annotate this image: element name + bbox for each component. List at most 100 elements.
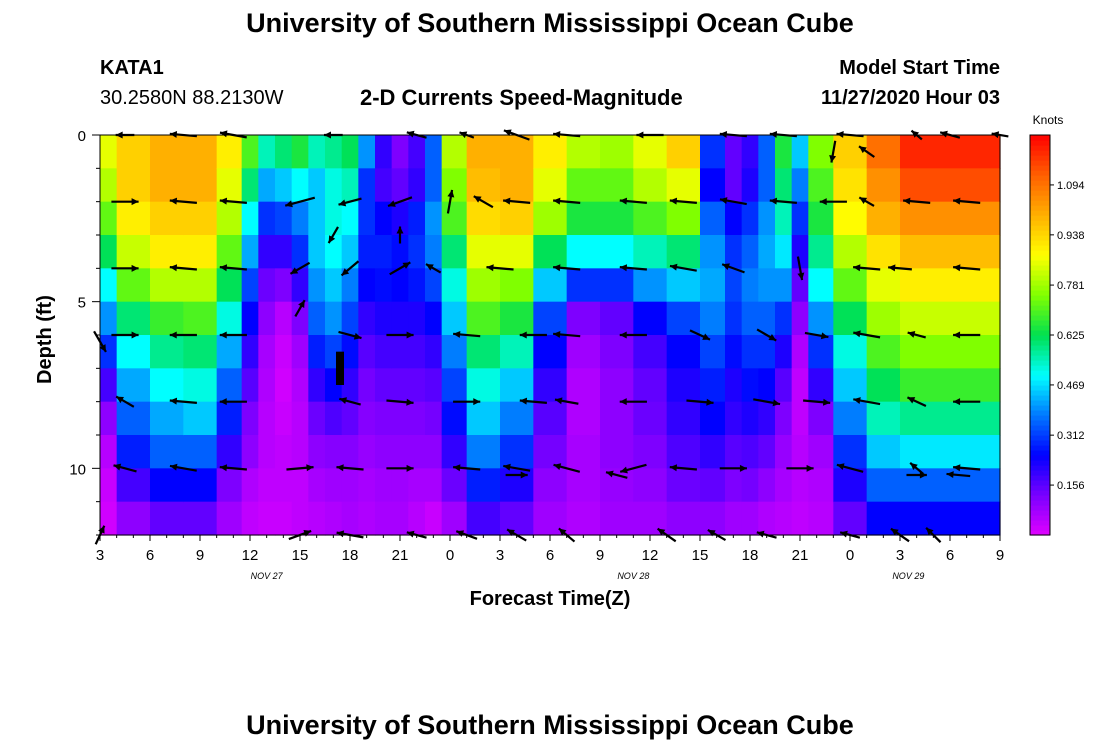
heatmap-cell xyxy=(291,435,309,469)
current-vector xyxy=(953,331,981,339)
heatmap-cell xyxy=(833,335,868,369)
current-vector xyxy=(689,329,711,341)
heatmap-cell xyxy=(241,235,259,269)
heatmap-cell xyxy=(100,135,118,169)
heatmap-cell xyxy=(150,401,184,436)
colorbar-band xyxy=(1030,325,1050,331)
heatmap-cell xyxy=(666,235,701,269)
current-vector xyxy=(336,464,364,472)
current-vector xyxy=(519,397,547,405)
heatmap-cell xyxy=(741,435,759,469)
heatmap-cell xyxy=(900,135,1001,169)
current-vector xyxy=(389,261,411,276)
heatmap-cell xyxy=(775,168,793,203)
heatmap-cell xyxy=(533,201,568,236)
heatmap-cell xyxy=(791,401,809,436)
heatmap-cell xyxy=(666,301,701,336)
current-vector xyxy=(910,129,923,141)
heatmap-cell xyxy=(833,301,868,336)
colorbar-band xyxy=(1030,485,1050,491)
date-label: NOV 28 xyxy=(617,571,649,581)
colorbar-band xyxy=(1030,380,1050,386)
heatmap-cell xyxy=(775,368,793,403)
heatmap-cell xyxy=(308,501,326,536)
heatmap-cell xyxy=(566,435,601,469)
x-tick-label: 6 xyxy=(546,547,554,564)
heatmap-cell xyxy=(566,268,601,303)
y-tick-label: 0 xyxy=(78,128,86,145)
current-vector xyxy=(946,471,971,479)
current-vector xyxy=(503,463,531,472)
heatmap-cell xyxy=(116,501,151,536)
heatmap-cell xyxy=(775,335,793,369)
heatmap-cell xyxy=(150,435,184,469)
current-vector xyxy=(796,256,805,281)
heatmap-cell xyxy=(791,501,809,536)
chart-subtitle: 2-D Currents Speed-Magnitude xyxy=(360,85,683,110)
heatmap-cell xyxy=(741,468,759,503)
heatmap-cell xyxy=(566,201,601,236)
colorbar-band xyxy=(1030,185,1050,191)
heatmap-cell xyxy=(100,401,118,436)
x-tick-label: 21 xyxy=(792,547,809,564)
heatmap-cell xyxy=(633,168,668,203)
current-vector xyxy=(553,330,581,338)
heatmap-cell xyxy=(325,401,343,436)
heatmap-cell xyxy=(100,235,118,269)
heatmap-cell xyxy=(566,301,601,336)
heatmap-cell xyxy=(633,335,668,369)
current-vector xyxy=(169,397,197,405)
current-vector xyxy=(769,197,797,205)
heatmap-cell xyxy=(466,401,501,436)
colorbar-band xyxy=(1030,345,1050,351)
heatmap-cell xyxy=(758,501,776,536)
heatmap-cell xyxy=(325,235,343,269)
heatmap-cell xyxy=(600,235,634,269)
current-vector xyxy=(669,263,697,272)
x-tick-label: 0 xyxy=(846,547,854,564)
heatmap-cell xyxy=(566,235,601,269)
heatmap-cell xyxy=(408,501,426,536)
heatmap-cell xyxy=(116,201,151,236)
heatmap-cell xyxy=(341,168,359,203)
heatmap-cell xyxy=(241,201,259,236)
heatmap-cell xyxy=(566,168,601,203)
current-vector xyxy=(219,464,247,472)
colorbar-band xyxy=(1030,335,1050,341)
heatmap-cell xyxy=(833,435,868,469)
heatmap-cell xyxy=(308,401,326,436)
heatmap-cell xyxy=(758,168,776,203)
current-vector xyxy=(446,189,455,214)
heatmap-cell xyxy=(441,135,468,169)
heatmap-cell xyxy=(216,435,243,469)
heatmap-cell xyxy=(391,501,409,536)
heatmap-cell xyxy=(291,335,309,369)
colorbar-band xyxy=(1030,150,1050,156)
colorbar-band xyxy=(1030,160,1050,166)
heatmap-cell xyxy=(358,235,376,269)
colorbar-unit: Knots xyxy=(1033,113,1064,127)
current-vector xyxy=(804,331,829,340)
heatmap-cell xyxy=(391,268,409,303)
colorbar-band xyxy=(1030,140,1050,146)
current-vector xyxy=(169,463,197,472)
colorbar-band xyxy=(1030,200,1050,206)
colorbar-band xyxy=(1030,490,1050,496)
heatmap-cell xyxy=(408,435,426,469)
heatmap-cell xyxy=(291,268,309,303)
heatmap-cell xyxy=(808,268,834,303)
heatmap-cell xyxy=(725,135,743,169)
heatmap-cell xyxy=(791,201,809,236)
colorbar-band xyxy=(1030,305,1050,311)
heatmap-cell xyxy=(775,301,793,336)
heatmap-cell xyxy=(375,201,393,236)
heatmap-cell xyxy=(275,368,293,403)
heatmap-cell xyxy=(600,435,634,469)
current-vector xyxy=(503,197,531,205)
colorbar-band xyxy=(1030,295,1050,301)
heatmap-cell xyxy=(500,435,534,469)
current-vector xyxy=(686,398,714,406)
heatmap-cell xyxy=(241,368,259,403)
heatmap-cell xyxy=(700,168,726,203)
heatmap-cell xyxy=(391,435,409,469)
